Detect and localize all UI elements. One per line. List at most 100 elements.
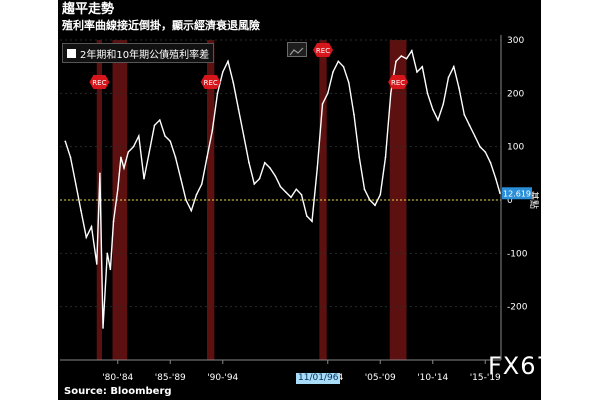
recession-band [112, 40, 128, 360]
data-series [64, 48, 501, 329]
data-point [431, 108, 434, 111]
legend-swatch [67, 48, 76, 58]
chart-title: 趨平走勢 [62, 2, 115, 17]
data-point [489, 161, 492, 164]
source-credit: Source: Bloomberg [64, 386, 172, 397]
data-point [269, 167, 271, 169]
x-tick-label: '15-'19 [470, 373, 501, 383]
data-point [295, 188, 298, 191]
data-point [290, 196, 292, 199]
y-tick-label: 0 [507, 196, 513, 206]
data-point [116, 188, 119, 191]
data-point [353, 113, 355, 116]
x-tick-label: '85-'89 [155, 373, 186, 383]
recession-marker-shape [200, 75, 221, 89]
data-point [85, 236, 88, 239]
y-tick-label: 300 [507, 36, 524, 46]
data-point [321, 103, 324, 105]
data-point [102, 327, 104, 329]
data-point [426, 92, 429, 95]
data-point [137, 135, 140, 137]
x-tick-label: '90-'94 [207, 373, 238, 383]
data-point [479, 145, 481, 148]
data-point [169, 140, 172, 143]
data-point [416, 71, 418, 73]
data-point [452, 65, 455, 68]
data-point [279, 185, 282, 188]
data-point [274, 175, 277, 177]
data-point [174, 156, 177, 159]
watermark: FX678 [488, 352, 570, 380]
data-point [442, 103, 445, 105]
legend: 2年期和10年期公債殖利率差 [62, 43, 215, 63]
data-point [332, 71, 334, 73]
current-value-group: 12.619 [502, 187, 532, 200]
data-point [458, 87, 460, 89]
data-point [127, 151, 130, 153]
data-point [389, 92, 392, 95]
data-point [190, 209, 193, 212]
data-point [300, 193, 303, 196]
series-line [64, 48, 501, 329]
recession-band [319, 40, 327, 360]
data-point [405, 57, 408, 60]
data-point [473, 135, 476, 137]
data-point [64, 140, 67, 143]
recession-marker-label: REC [92, 79, 106, 87]
data-point [112, 220, 115, 223]
data-point [463, 113, 466, 116]
data-point [143, 177, 145, 180]
data-point [494, 177, 497, 180]
data-point [368, 199, 371, 201]
data-point [109, 268, 112, 271]
data-point [311, 220, 313, 223]
data-point [468, 124, 471, 127]
data-point [258, 177, 261, 180]
data-point [69, 156, 72, 159]
data-point [227, 60, 229, 63]
date-marker: 11/01/96 [296, 373, 341, 384]
data-point [106, 252, 109, 255]
x-axis: '80-'84'85-'89'90-'94'00-'04'05-'09'10-'… [60, 359, 501, 383]
data-point [132, 145, 135, 148]
x-tick-label: '10-'14 [417, 373, 448, 383]
data-point [206, 156, 208, 159]
line-chart-icon[interactable] [287, 42, 307, 57]
recession-marker: REC [388, 75, 409, 89]
x-tick-label: '80-'84 [102, 373, 133, 383]
data-point [200, 183, 203, 185]
data-point [305, 215, 308, 217]
data-point [237, 108, 240, 111]
data-point [185, 199, 187, 201]
data-point [195, 193, 198, 196]
data-point [447, 76, 450, 79]
data-point [248, 161, 250, 164]
data-point [284, 191, 287, 193]
recession-marker-label: REC [316, 47, 330, 55]
data-point [120, 156, 122, 159]
data-point [153, 124, 156, 127]
recession-marker-shape [313, 43, 334, 57]
data-point [316, 167, 319, 169]
recession-band [389, 40, 407, 360]
data-point [400, 55, 403, 57]
data-point [216, 92, 219, 95]
data-point [395, 60, 397, 63]
data-point [263, 161, 266, 164]
data-point [90, 225, 93, 228]
data-point [347, 81, 350, 84]
data-point [80, 209, 82, 212]
recession-marker-shape [388, 75, 409, 89]
data-point [358, 156, 361, 159]
data-point [221, 71, 224, 73]
data-point [253, 183, 256, 185]
recession-marker-shape [89, 75, 110, 89]
data-point [148, 151, 151, 153]
data-point [211, 129, 214, 132]
chart-panel: 趨平走勢 殖利率曲線接近倒掛，顯示經濟衰退風險 RECRECRECRECREC … [58, 0, 541, 400]
recession-marker: REC [89, 75, 110, 89]
data-point [164, 135, 166, 137]
x-tick-label: '05-'09 [365, 373, 396, 383]
data-point [337, 60, 340, 63]
